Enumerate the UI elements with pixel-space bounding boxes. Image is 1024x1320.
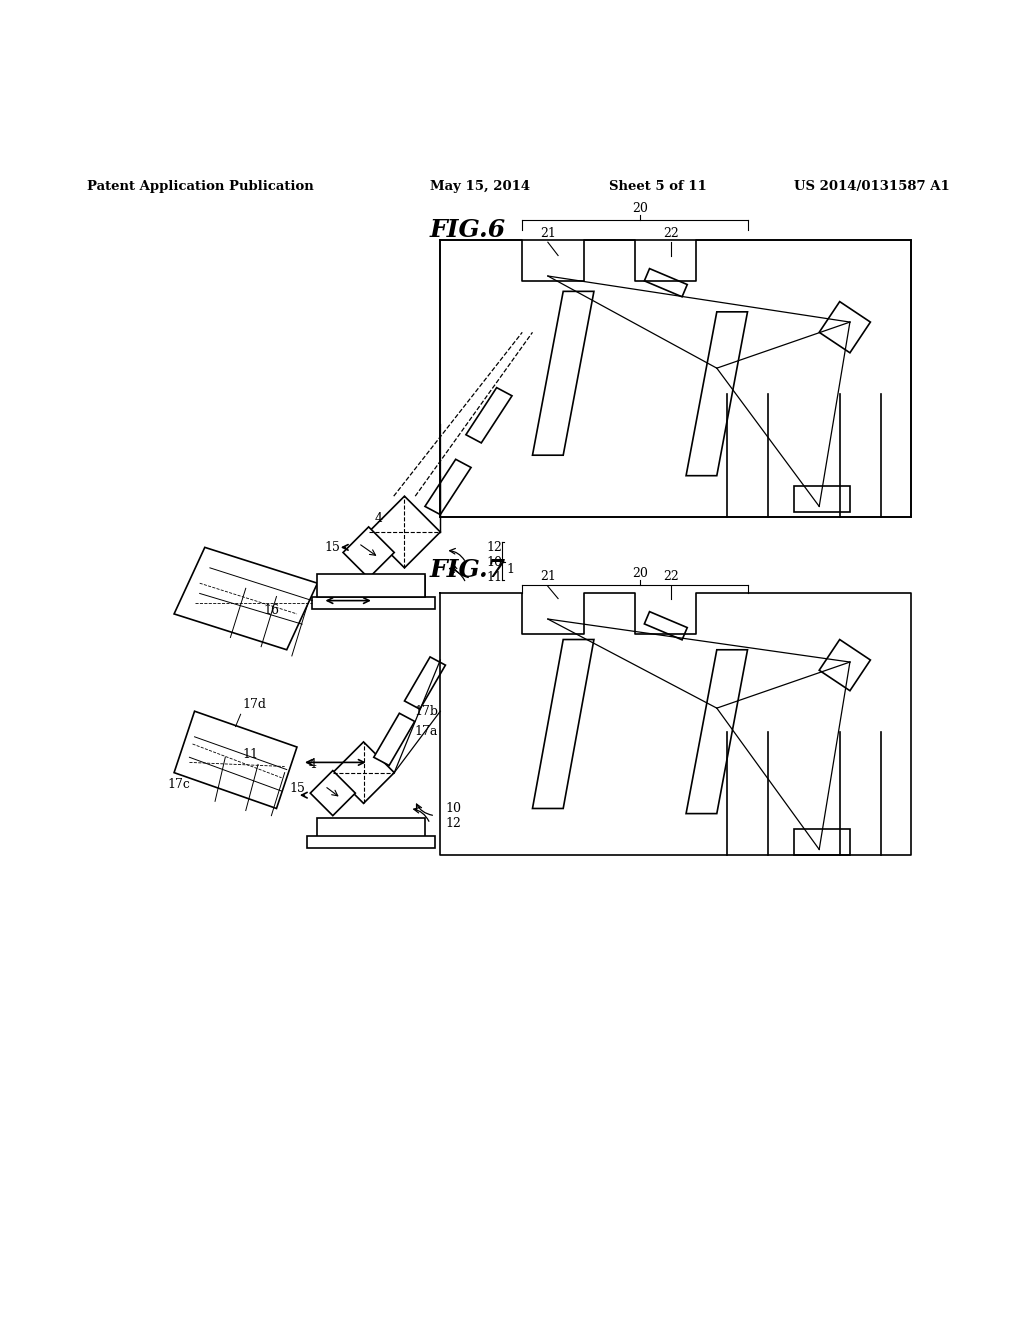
Text: 21: 21 <box>540 227 556 240</box>
Text: 12: 12 <box>445 817 462 830</box>
Text: 17a: 17a <box>415 725 438 738</box>
Polygon shape <box>425 459 471 515</box>
Text: 4: 4 <box>375 512 383 525</box>
Text: 17c: 17c <box>168 777 190 791</box>
Polygon shape <box>532 639 594 808</box>
Bar <box>307 836 435 849</box>
Polygon shape <box>374 713 415 766</box>
Polygon shape <box>174 711 297 808</box>
Polygon shape <box>174 548 317 649</box>
Text: 17d: 17d <box>242 698 266 711</box>
Text: 21: 21 <box>540 570 556 583</box>
Text: 4: 4 <box>308 758 316 771</box>
Text: 15: 15 <box>289 781 305 795</box>
Text: FIG.7: FIG.7 <box>430 558 506 582</box>
Text: 20: 20 <box>632 202 648 215</box>
Text: 22: 22 <box>663 570 679 583</box>
Text: US 2014/0131587 A1: US 2014/0131587 A1 <box>794 181 949 194</box>
Polygon shape <box>333 742 394 804</box>
Polygon shape <box>466 388 512 444</box>
Polygon shape <box>369 496 440 568</box>
Polygon shape <box>404 657 445 709</box>
Text: 12: 12 <box>486 541 503 554</box>
Polygon shape <box>819 301 870 352</box>
Text: 17b: 17b <box>415 705 438 718</box>
Bar <box>794 829 850 854</box>
Text: 15: 15 <box>325 541 341 554</box>
Polygon shape <box>644 611 687 640</box>
Polygon shape <box>310 771 355 816</box>
Text: 10: 10 <box>445 803 462 814</box>
Text: 11: 11 <box>486 570 503 583</box>
Polygon shape <box>686 312 748 475</box>
Text: 1: 1 <box>507 564 515 577</box>
Bar <box>317 817 425 838</box>
Polygon shape <box>686 649 748 813</box>
Polygon shape <box>532 292 594 455</box>
Text: 16: 16 <box>263 605 280 618</box>
Polygon shape <box>644 268 687 297</box>
Bar <box>794 486 850 512</box>
Bar <box>312 597 435 609</box>
Bar <box>317 574 425 597</box>
Polygon shape <box>819 639 870 690</box>
Polygon shape <box>343 527 394 578</box>
Bar <box>323 576 425 598</box>
Text: Sheet 5 of 11: Sheet 5 of 11 <box>609 181 707 194</box>
Text: 22: 22 <box>663 227 679 240</box>
Text: FIG.6: FIG.6 <box>430 218 506 242</box>
Text: 11: 11 <box>243 747 259 760</box>
Text: 10: 10 <box>486 556 503 569</box>
Text: 20: 20 <box>632 568 648 579</box>
Text: Patent Application Publication: Patent Application Publication <box>87 181 313 194</box>
Text: May 15, 2014: May 15, 2014 <box>430 181 530 194</box>
